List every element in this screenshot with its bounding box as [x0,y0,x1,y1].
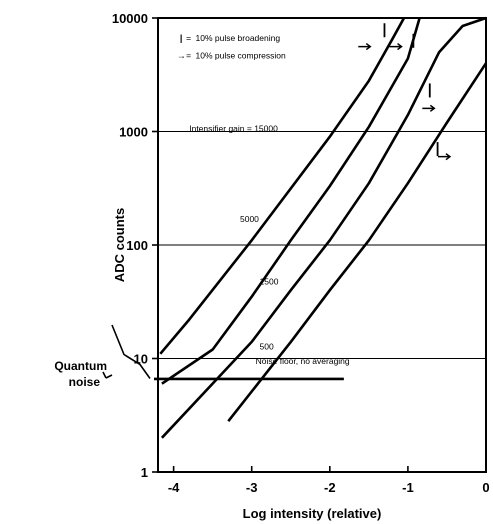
legend-separator-broadening: = [186,33,191,43]
legend-symbol-broadening: | [180,33,183,43]
series-line-1 [161,17,421,385]
series-label-15000: Intensifier gain = 15000 [189,124,278,134]
y-axis-label: ADC counts [112,208,127,282]
quantum-noise-label-line1: Quantum [54,359,107,373]
series-label-500: 500 [260,342,274,352]
legend-symbol-compression: → [177,50,186,60]
x-tick-label-1: -3 [246,480,258,495]
grid [152,17,486,473]
legend-label-compression: 10% pulse compression [195,50,286,60]
compression-marker-0 [358,42,372,51]
x-tick-label-2: -2 [324,480,336,495]
x-tick-label-3: -1 [402,480,414,495]
y-tick-label-0: 1 [141,465,148,480]
x-tick-label-4: 0 [482,480,489,495]
y-tick-label-3: 1000 [119,125,148,140]
marker-layer [358,23,452,161]
y-tick-label-2: 100 [126,238,148,253]
x-axis-label: Log intensity (relative) [243,506,382,521]
x-tick-label-0: -4 [168,480,180,495]
series-layer [159,16,488,439]
series-line-2 [160,16,487,439]
series-line-0 [159,17,406,355]
legend-label-broadening: 10% pulse broadening [195,33,280,43]
y-tick-label-4: 10000 [112,11,148,26]
quantum-noise-pointer [102,324,151,379]
series-line-3 [227,62,488,423]
noise-floor-label: Noise floor, no averaging [256,356,350,366]
series-label-1500: 1500 [260,276,279,286]
plot-frame [157,17,487,473]
quantum-noise-label-line2: noise [69,375,101,389]
legend: | = 10% pulse broadening → = 10% pulse c… [177,33,286,61]
compression-marker-3 [437,153,452,161]
compression-marker-1 [389,42,403,51]
series-label-5000: 5000 [240,214,259,224]
legend-separator-compression: = [186,50,191,60]
compression-marker-2 [422,104,436,112]
